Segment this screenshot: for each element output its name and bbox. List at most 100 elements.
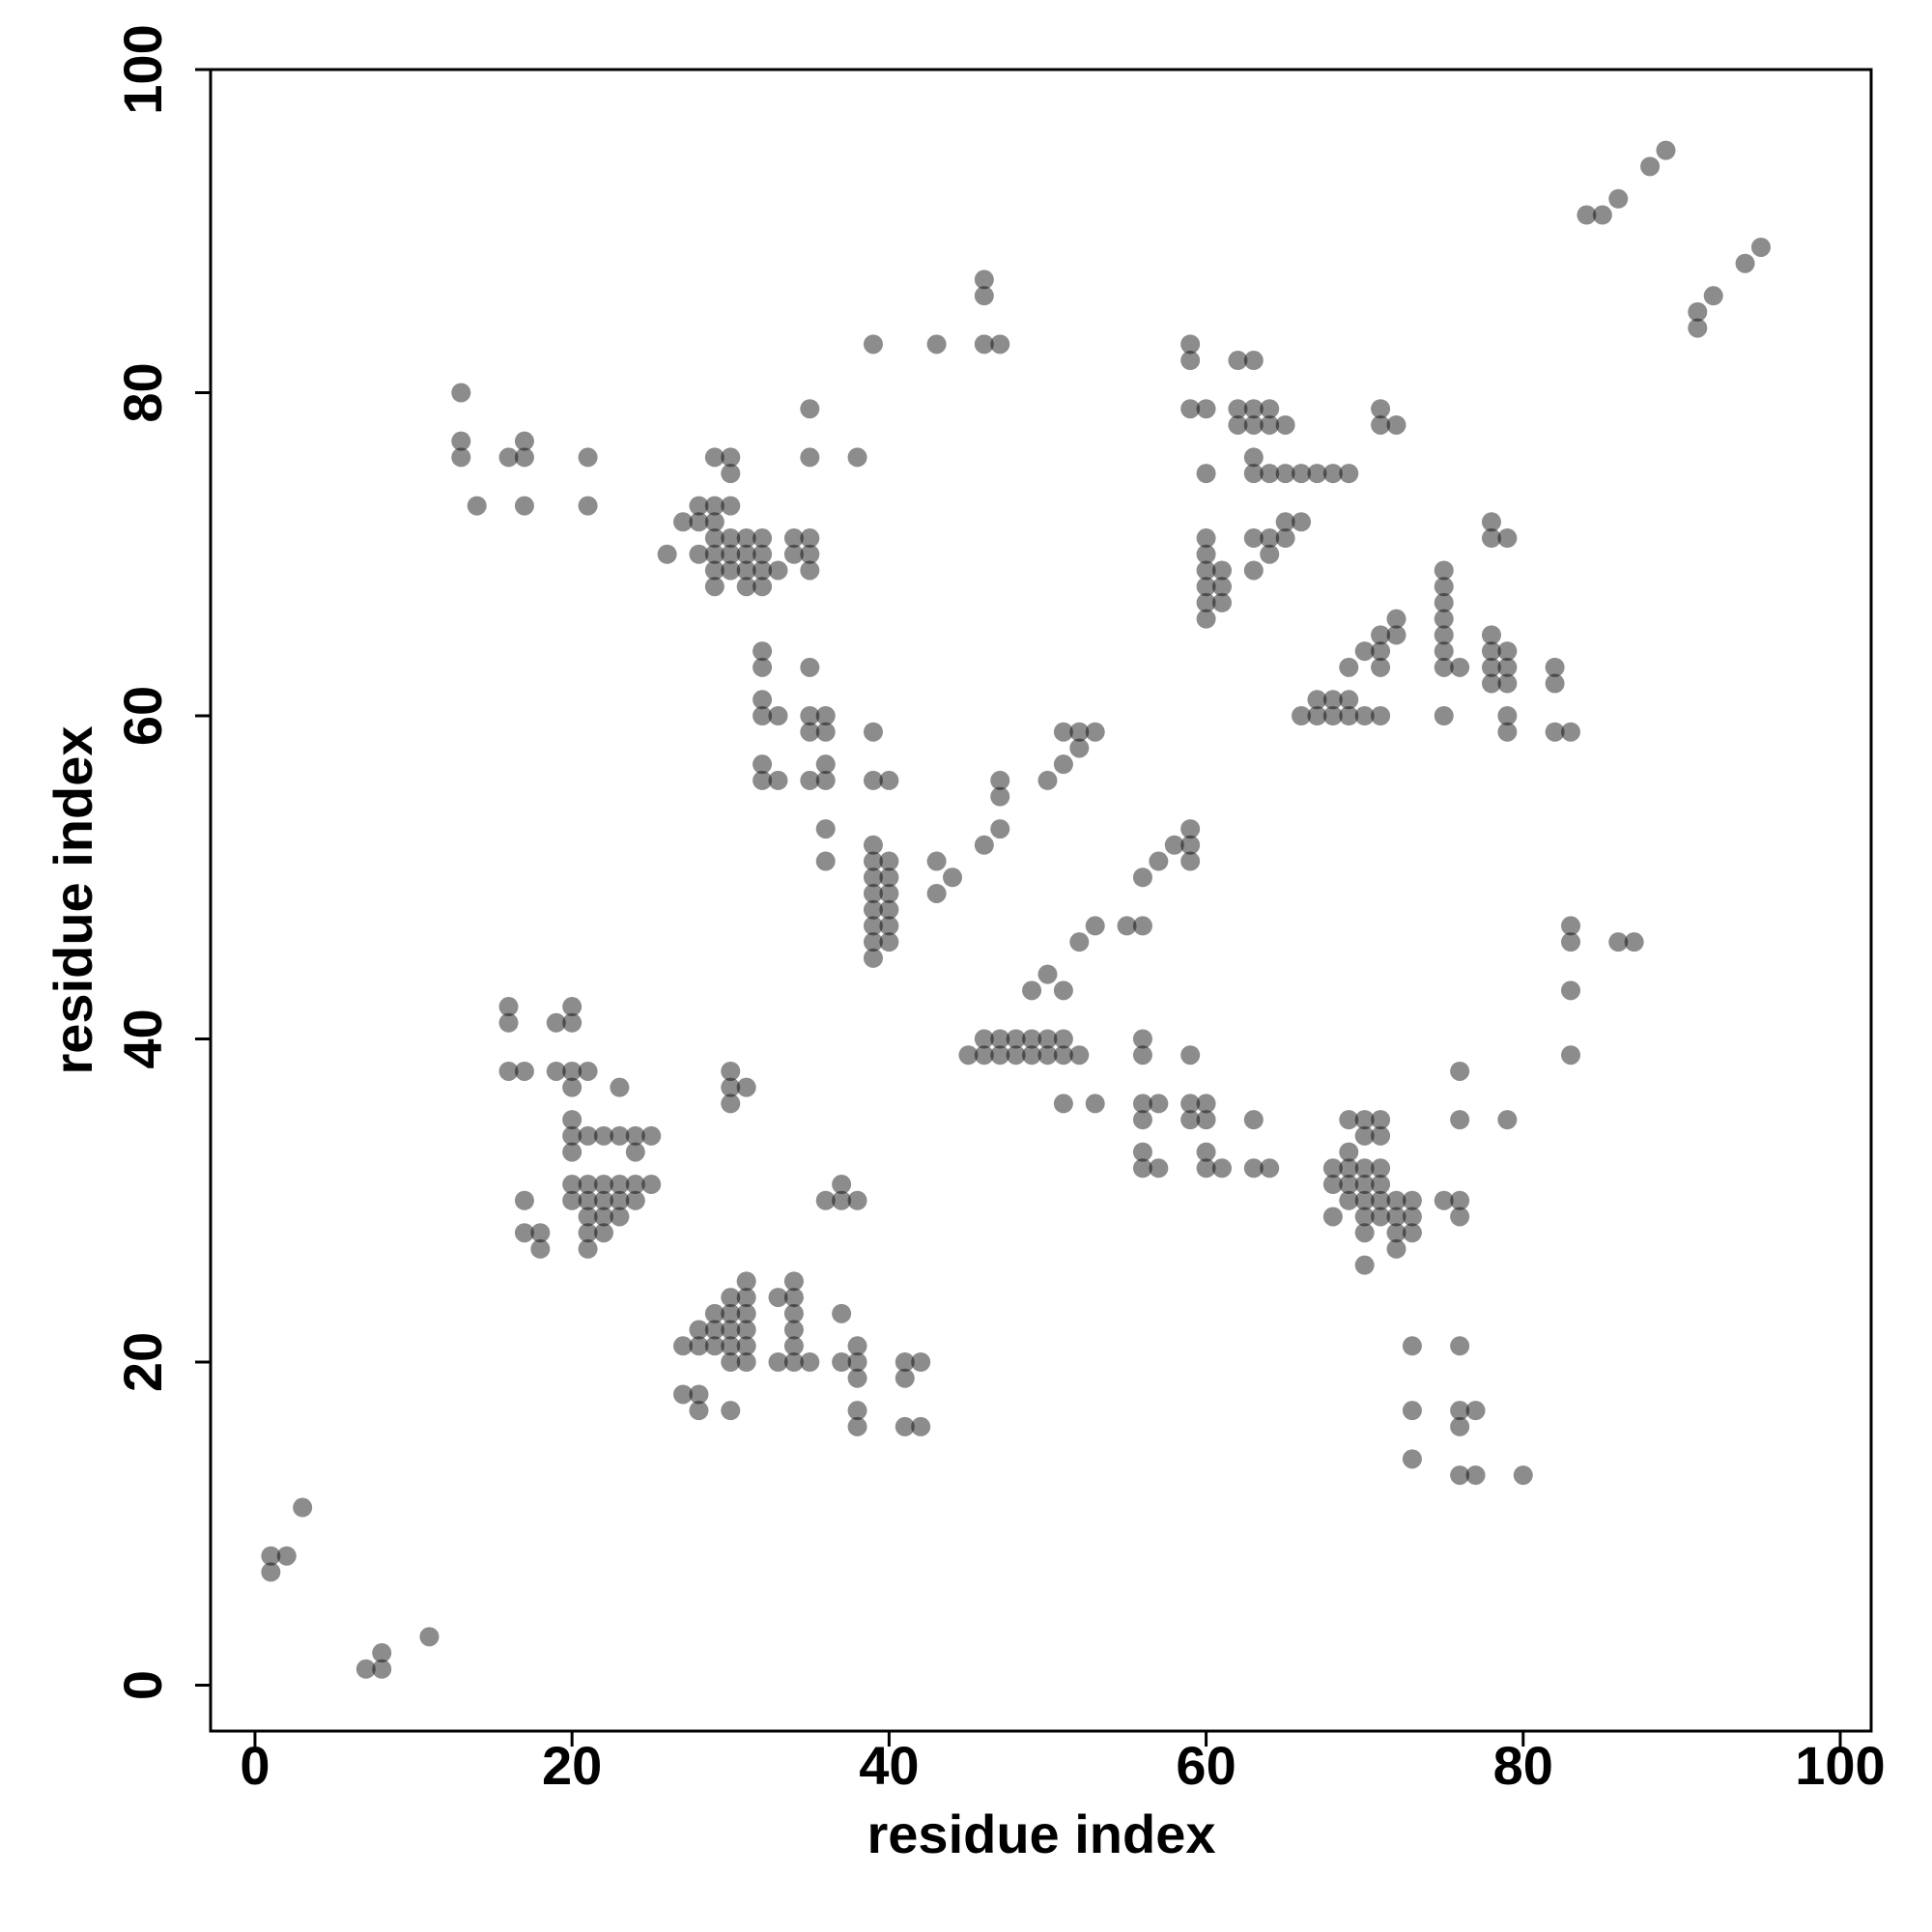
point xyxy=(895,1416,915,1436)
point xyxy=(1354,1110,1375,1130)
point xyxy=(1196,592,1216,612)
point xyxy=(783,528,804,549)
point xyxy=(721,464,741,484)
y-tick-label: 60 xyxy=(112,686,173,746)
point xyxy=(783,1271,804,1292)
point xyxy=(1561,916,1581,936)
point xyxy=(721,1061,741,1081)
y-tick-label: 80 xyxy=(112,362,173,422)
point xyxy=(1450,1416,1470,1436)
point xyxy=(562,1110,582,1130)
point xyxy=(1354,1158,1375,1179)
point xyxy=(1513,1465,1533,1486)
point xyxy=(736,1336,756,1356)
x-axis-title: residue index xyxy=(867,1804,1215,1864)
point xyxy=(768,560,788,581)
point xyxy=(1053,722,1073,742)
point xyxy=(879,851,899,871)
point xyxy=(1402,1449,1422,1469)
point xyxy=(1386,625,1406,645)
point xyxy=(847,1368,867,1388)
point xyxy=(704,560,724,581)
point xyxy=(514,496,534,516)
point xyxy=(498,1012,519,1033)
point xyxy=(1292,706,1312,726)
point xyxy=(1180,851,1201,871)
point xyxy=(1180,819,1201,839)
point xyxy=(1450,1110,1470,1130)
point xyxy=(768,706,788,726)
point xyxy=(990,1029,1010,1049)
point xyxy=(1132,916,1152,936)
point xyxy=(1243,528,1264,549)
point xyxy=(1371,706,1391,726)
point xyxy=(815,819,836,839)
point xyxy=(800,544,820,564)
point xyxy=(1243,560,1264,581)
point xyxy=(1386,414,1406,435)
point xyxy=(1211,577,1232,597)
point xyxy=(1164,835,1184,855)
point xyxy=(1465,1465,1486,1486)
point xyxy=(1196,1094,1216,1114)
point xyxy=(1322,706,1343,726)
point xyxy=(1322,1158,1343,1179)
point xyxy=(990,786,1010,807)
point xyxy=(721,528,741,549)
point xyxy=(847,1352,867,1373)
point xyxy=(1132,867,1152,888)
point xyxy=(1275,464,1295,484)
point xyxy=(1371,1125,1391,1146)
point xyxy=(800,528,820,549)
point xyxy=(974,334,994,355)
point xyxy=(1371,641,1391,662)
point xyxy=(1339,706,1359,726)
point xyxy=(1354,1190,1375,1210)
point xyxy=(879,916,899,936)
point xyxy=(1371,1110,1391,1130)
point xyxy=(673,1384,694,1405)
point xyxy=(1354,1175,1375,1195)
point xyxy=(530,1238,551,1259)
point xyxy=(578,496,598,516)
point xyxy=(815,770,836,790)
point xyxy=(562,1077,582,1097)
point xyxy=(1402,1207,1422,1227)
point xyxy=(1260,528,1280,549)
point xyxy=(879,883,899,903)
point xyxy=(1149,1094,1169,1114)
point xyxy=(1149,851,1169,871)
point xyxy=(1339,1190,1359,1210)
point xyxy=(926,334,947,355)
point xyxy=(1196,528,1216,549)
point xyxy=(593,1125,613,1146)
point xyxy=(1069,1045,1090,1065)
point xyxy=(451,383,471,403)
point xyxy=(1069,932,1090,952)
point xyxy=(863,916,883,936)
point xyxy=(1561,932,1581,952)
point xyxy=(800,657,820,677)
point xyxy=(1243,1110,1264,1130)
point xyxy=(610,1207,630,1227)
point xyxy=(1561,980,1581,1001)
point xyxy=(530,1223,551,1243)
point xyxy=(578,1238,598,1259)
point xyxy=(1132,1045,1152,1065)
point xyxy=(451,447,471,468)
point xyxy=(593,1223,613,1243)
point xyxy=(1339,464,1359,484)
point xyxy=(1434,625,1454,645)
point xyxy=(1180,351,1201,371)
point xyxy=(1371,1158,1391,1179)
point xyxy=(625,1175,645,1195)
point xyxy=(1180,1045,1201,1065)
point xyxy=(879,899,899,920)
point xyxy=(1307,706,1327,726)
point xyxy=(641,1125,662,1146)
point xyxy=(1481,657,1501,677)
point xyxy=(1307,690,1327,710)
x-tick-label: 100 xyxy=(1795,1735,1885,1796)
point xyxy=(1085,916,1105,936)
point xyxy=(1497,673,1518,694)
